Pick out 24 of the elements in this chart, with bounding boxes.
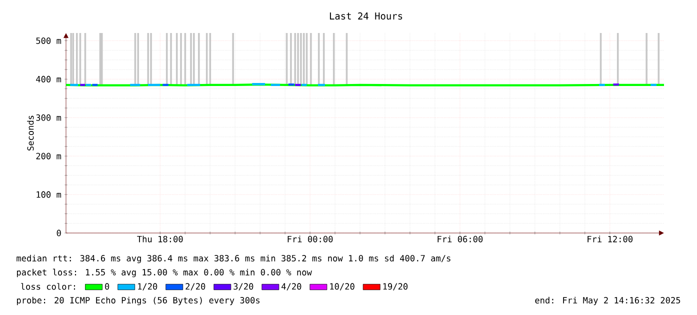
y-tick-label: 0 [56,230,61,236]
legend-label: 3/20 [234,283,254,290]
y-tick-label: 500 m [36,37,62,44]
legend-label: 1/20 [138,283,158,290]
legend-label: 10/20 [330,283,354,290]
y-tick-label: 300 m [36,114,62,121]
x-tick-label: Fri 00:00 [288,236,333,242]
text: probe: 20 ICMP Echo Pings (56 Bytes) every 300s [16,296,260,306]
chart-title: Last 24 Hours [330,12,402,20]
text: end: Fri May 2 14:16:32 2025 [535,296,680,306]
legend-label: 19/20 [383,283,408,290]
x-tick-label: Thu 18:00 [137,236,183,242]
x-tick-label: Fri 06:00 [438,236,483,242]
y-axis-title: Seconds [27,116,34,150]
legend-label: 2/20 [186,283,206,290]
legend-label: 4/20 [282,283,302,290]
legend-title: loss color: [21,283,76,290]
x-tick-label: Fri 12:00 [588,236,633,242]
y-tick-label: 100 m [36,191,62,198]
text: packet loss: 1.55 % avg 15.00 % max 0.00 % min 0.00 % now [16,268,312,278]
text: median rtt: 384.6 ms avg 386.4 ms max 383.6 ms min 385.2 ms now 1.0 ms sd 400.7 am/s [16,254,450,264]
legend-label: 0 [105,283,110,290]
y-tick-label: 200 m [36,152,62,160]
y-tick-label: 400 m [36,76,62,82]
